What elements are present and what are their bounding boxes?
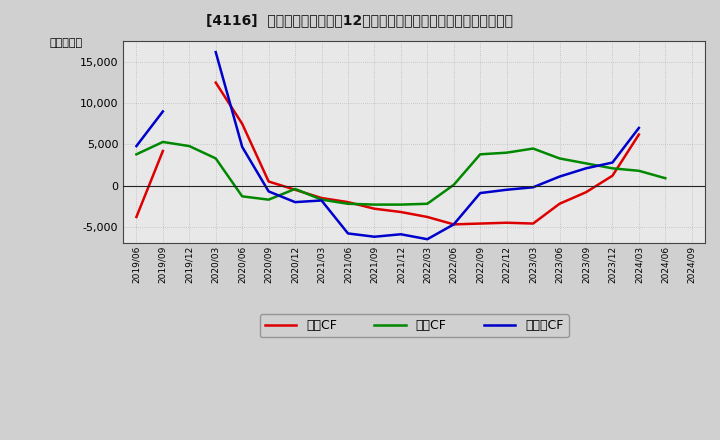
投資CF [397,202,405,207]
営業CF [158,148,167,154]
投資CF [158,139,167,145]
投資CF [238,194,246,199]
投資CF [555,156,564,161]
営業CF [132,214,140,220]
投資CF [370,202,379,207]
Line: 投資CF: 投資CF [136,142,665,205]
投資CF [449,182,458,187]
投資CF [634,168,643,173]
Line: 営業CF: 営業CF [136,151,163,217]
Text: [4116]  キャッシュフローの12か月移動合計の対前年同期増減額の推移: [4116] キャッシュフローの12か月移動合計の対前年同期増減額の推移 [207,13,513,27]
投資CF [661,176,670,181]
投資CF [318,197,326,202]
投資CF [528,146,537,151]
投資CF [343,201,352,206]
Legend: 営業CF, 投資CF, フリーCF: 営業CF, 投資CF, フリーCF [260,314,569,337]
Line: フリーCF: フリーCF [136,111,163,146]
投資CF [185,143,194,149]
投資CF [212,156,220,161]
投資CF [503,150,511,155]
フリーCF [158,109,167,114]
投資CF [608,166,617,171]
投資CF [291,186,300,191]
投資CF [476,152,485,157]
投資CF [264,197,273,202]
フリーCF [132,143,140,149]
投資CF [423,201,431,206]
Y-axis label: （百万円）: （百万円） [50,38,83,48]
投資CF [582,161,590,166]
投資CF [132,152,140,157]
